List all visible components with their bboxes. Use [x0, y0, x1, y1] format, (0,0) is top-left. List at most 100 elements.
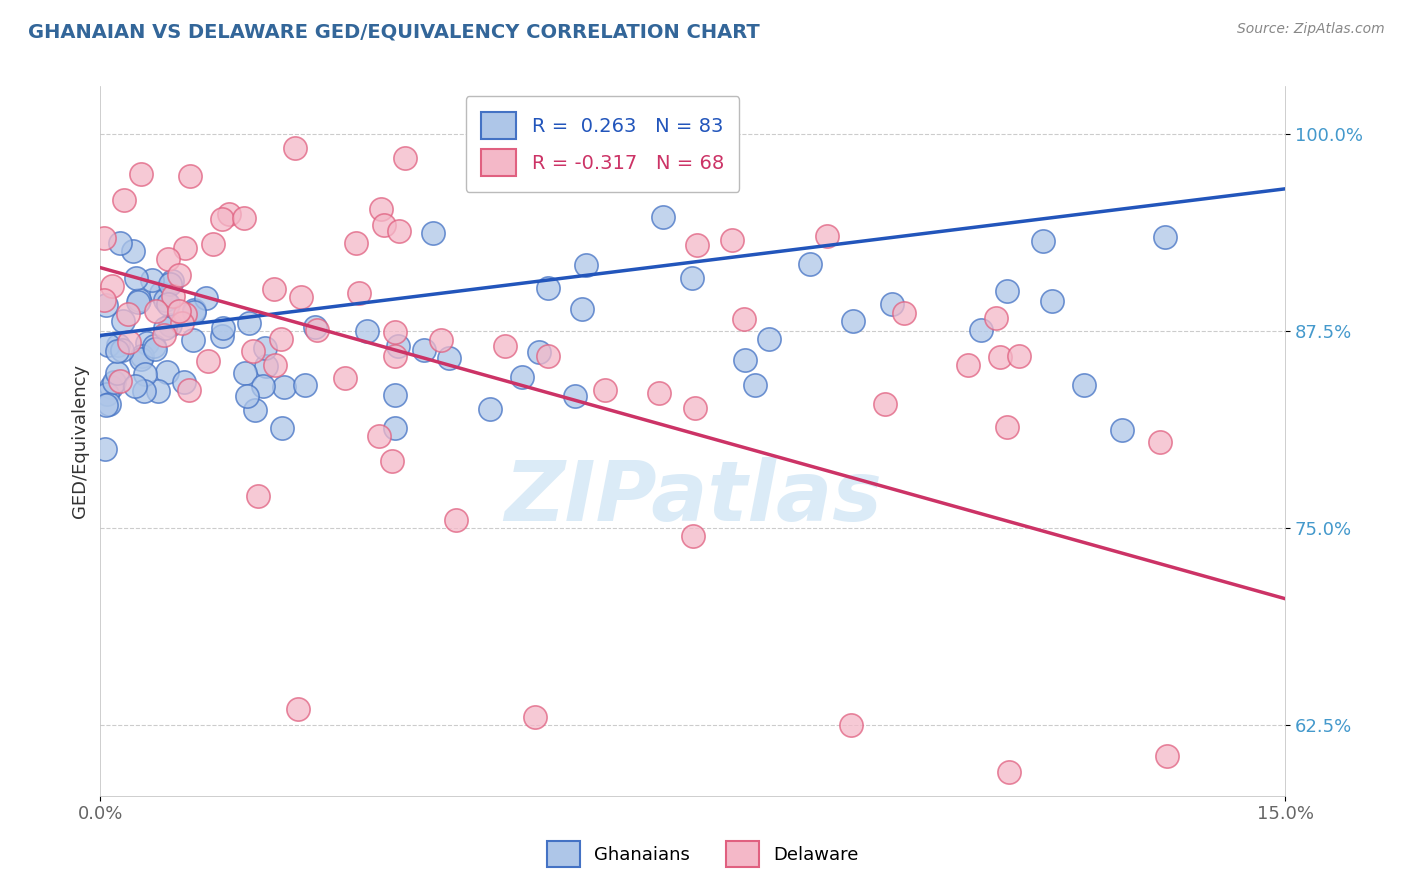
Point — [333, 370, 356, 384]
Legend: R =  0.263   N = 83, R = -0.317   N = 68: R = 0.263 N = 83, R = -0.317 N = 68 — [465, 96, 740, 192]
Point — [211, 328, 233, 343]
Text: ZIPatlas: ZIPatlas — [503, 458, 882, 538]
Point — [236, 389, 259, 403]
Point — [370, 202, 392, 216]
Point — [412, 343, 434, 357]
Point — [112, 314, 135, 328]
Point — [155, 293, 177, 307]
Point — [201, 236, 224, 251]
Point — [146, 384, 169, 398]
Point — [179, 383, 201, 397]
Point — [997, 765, 1019, 780]
Point — [381, 453, 404, 467]
Point — [131, 349, 153, 363]
Point — [384, 388, 406, 402]
Point — [683, 401, 706, 416]
Point — [430, 334, 453, 348]
Point — [444, 513, 467, 527]
Point — [159, 277, 181, 291]
Point — [107, 338, 129, 352]
Point — [990, 350, 1012, 364]
Point — [304, 319, 326, 334]
Point — [157, 252, 180, 266]
Point — [97, 338, 120, 352]
Point — [880, 296, 903, 310]
Point — [131, 167, 153, 181]
Point — [156, 297, 179, 311]
Point — [242, 344, 264, 359]
Point — [394, 151, 416, 165]
Point — [181, 333, 204, 347]
Point — [527, 344, 550, 359]
Point — [194, 291, 217, 305]
Point — [93, 231, 115, 245]
Point — [122, 244, 145, 259]
Point — [167, 304, 190, 318]
Point — [1149, 435, 1171, 450]
Point — [197, 354, 219, 368]
Point — [758, 332, 780, 346]
Point — [970, 323, 993, 337]
Point — [218, 207, 240, 221]
Point — [367, 429, 389, 443]
Point — [134, 367, 156, 381]
Point — [111, 343, 134, 358]
Point — [96, 387, 118, 401]
Y-axis label: GED/Equivalency: GED/Equivalency — [72, 364, 89, 518]
Point — [179, 169, 201, 184]
Point — [1111, 423, 1133, 437]
Point — [537, 349, 560, 363]
Point — [995, 419, 1018, 434]
Point — [131, 352, 153, 367]
Point — [875, 397, 897, 411]
Point — [160, 274, 183, 288]
Point — [252, 379, 274, 393]
Point — [356, 324, 378, 338]
Point — [149, 285, 172, 300]
Point — [108, 374, 131, 388]
Point — [685, 237, 707, 252]
Point — [117, 307, 139, 321]
Point — [733, 312, 755, 326]
Point — [93, 293, 115, 307]
Point — [93, 442, 115, 456]
Point — [995, 284, 1018, 298]
Point — [128, 293, 150, 307]
Point — [170, 317, 193, 331]
Point — [159, 318, 181, 333]
Point — [125, 270, 148, 285]
Point — [156, 365, 179, 379]
Point — [422, 226, 444, 240]
Point — [211, 211, 233, 226]
Point — [957, 358, 980, 372]
Point — [287, 702, 309, 716]
Point — [174, 241, 197, 255]
Point — [143, 339, 166, 353]
Point — [373, 219, 395, 233]
Point — [307, 323, 329, 337]
Point — [536, 281, 558, 295]
Point — [153, 328, 176, 343]
Point — [100, 380, 122, 394]
Point — [263, 282, 285, 296]
Point — [388, 224, 411, 238]
Point — [254, 359, 277, 373]
Point — [173, 376, 195, 390]
Point — [799, 257, 821, 271]
Point — [264, 358, 287, 372]
Point — [183, 303, 205, 318]
Point — [593, 383, 616, 397]
Point — [112, 193, 135, 207]
Point — [1154, 230, 1177, 244]
Point — [1073, 378, 1095, 392]
Point — [107, 343, 129, 358]
Point — [893, 306, 915, 320]
Point — [105, 367, 128, 381]
Point — [162, 288, 184, 302]
Point — [478, 402, 501, 417]
Point — [681, 271, 703, 285]
Point — [290, 290, 312, 304]
Point — [564, 389, 586, 403]
Point — [682, 528, 704, 542]
Point — [233, 211, 256, 225]
